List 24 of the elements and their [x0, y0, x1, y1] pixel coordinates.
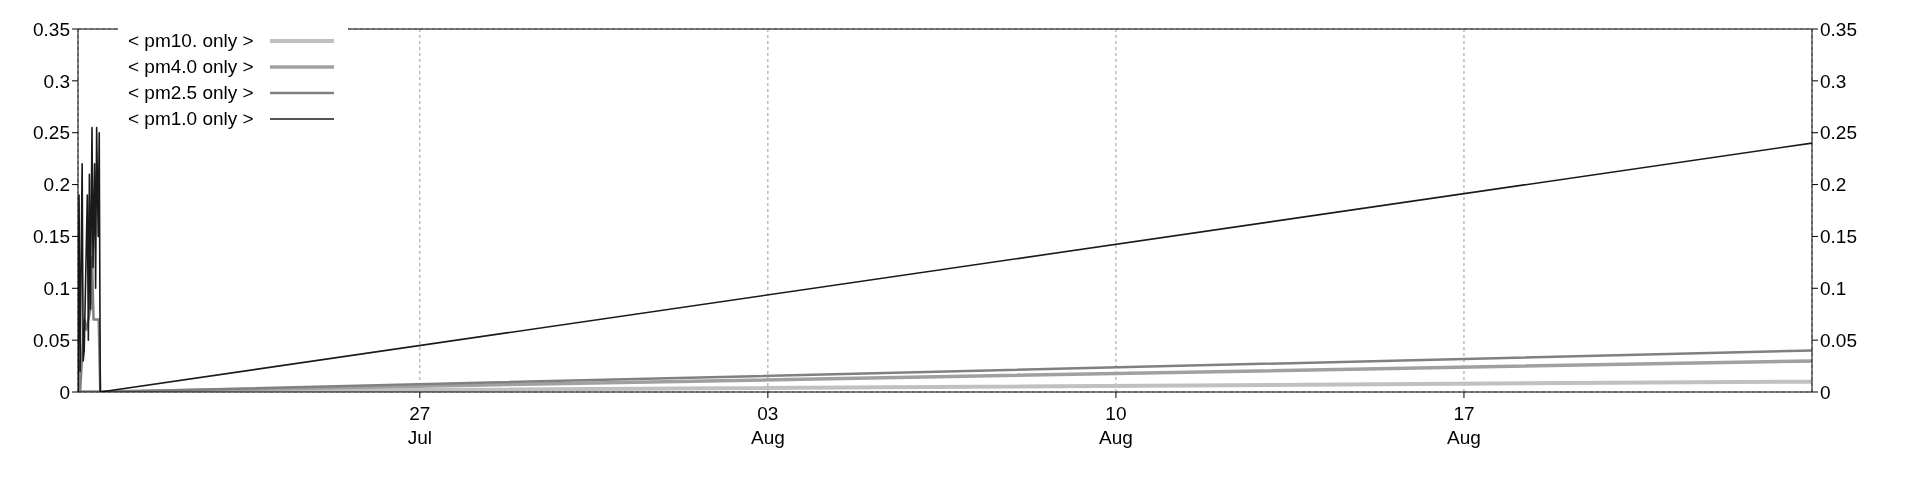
y-tick-label: 0.35 — [33, 18, 70, 40]
y-tick-label: 0.1 — [43, 278, 70, 300]
legend-label: < pm10. only > — [128, 29, 254, 53]
y2-tick-label: 0.35 — [1820, 18, 1857, 40]
y-tick-label: 0.25 — [33, 122, 70, 144]
y-tick-label: 0 — [59, 381, 70, 403]
y2-tick-label: 0.2 — [1820, 174, 1847, 196]
y2-tick-label: 0.05 — [1820, 329, 1857, 351]
legend-label: < pm4.0 only > — [128, 55, 254, 79]
y-tick-label: 0.2 — [43, 174, 70, 196]
y2-tick-label: 0.1 — [1820, 278, 1847, 300]
x-tick-label: 10 Aug — [1099, 403, 1133, 448]
y-tick-label: 0.15 — [33, 226, 70, 248]
y2-tick-label: 0.25 — [1820, 122, 1857, 144]
x-tick-label: 27 Jul — [407, 403, 432, 448]
x-tick-label: 17 Aug — [1447, 403, 1481, 448]
y2-tick-label: 0.15 — [1820, 226, 1857, 248]
y-tick-label: 0.3 — [43, 70, 70, 92]
y-tick-label: 0.05 — [33, 329, 70, 351]
x-tick-label: 03 Aug — [750, 403, 785, 448]
legend-label: < pm2.5 only > — [128, 81, 254, 105]
y2-tick-label: 0.3 — [1820, 70, 1847, 92]
legend-label: < pm1.0 only > — [128, 107, 254, 131]
y2-tick-label: 0 — [1820, 381, 1831, 403]
